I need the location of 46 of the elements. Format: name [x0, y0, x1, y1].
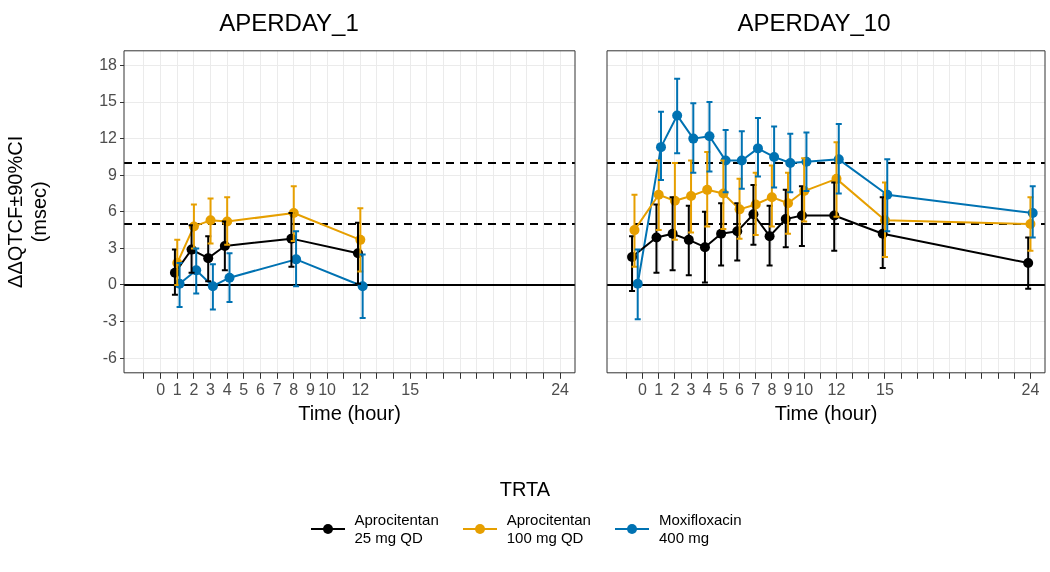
x-tick-label: 3	[206, 380, 216, 398]
x-tick-label: 9	[305, 380, 315, 398]
x-tick-label: 7	[272, 380, 282, 398]
x-tick-label: 12	[351, 380, 370, 398]
x-axis-title: Time (hour)	[298, 401, 401, 424]
y-tick-label: 0	[108, 275, 118, 293]
y-tick-label: -3	[102, 311, 118, 329]
y-tick-label: 6	[108, 202, 118, 220]
x-tick-label: 3	[686, 380, 696, 398]
legend-title: TRTA	[498, 478, 552, 501]
x-tick-label: 5	[718, 380, 728, 398]
x-tick-label: 10	[795, 380, 814, 398]
chart-title: APERDAY_1	[219, 9, 359, 37]
x-tick-label: 24	[551, 380, 570, 398]
y-axis-title: ΔΔQTCF±90%CI (msec)	[3, 135, 50, 288]
legend-label: Aprocitentan 25 mg QD	[354, 511, 439, 547]
x-tick-label: 2	[189, 380, 199, 398]
x-tick-label: 2	[670, 380, 680, 398]
x-tick-label: 5	[239, 380, 249, 398]
x-tick-label: 6	[256, 380, 266, 398]
x-tick-label: 0	[156, 380, 166, 398]
x-tick-label: 7	[751, 380, 761, 398]
x-tick-label: 9	[783, 380, 793, 398]
x-tick-label: 12	[827, 380, 846, 398]
x-tick-label: 15	[401, 380, 420, 398]
x-axis-title: Time (hour)	[774, 401, 878, 424]
x-tick-label: 10	[318, 380, 337, 398]
x-tick-label: 4	[702, 380, 712, 398]
x-tick-label: 8	[289, 380, 299, 398]
x-tick-label: 8	[767, 380, 777, 398]
y-tick-label: 12	[99, 129, 118, 147]
y-tick-label: 9	[108, 165, 118, 183]
x-tick-label: 4	[222, 380, 232, 398]
y-tick-label: 15	[99, 92, 118, 110]
y-tick-label: 18	[99, 55, 118, 73]
x-tick-label: 0	[638, 380, 648, 398]
legend-label: Aprocitentan 100 mg QD	[506, 511, 591, 547]
x-tick-label: 1	[172, 380, 182, 398]
chart-title: APERDAY_10	[737, 9, 891, 37]
x-tick-label: 24	[1021, 380, 1040, 398]
legend-label: Moxifloxacin 400 mg	[658, 511, 742, 547]
x-tick-label: 15	[876, 380, 894, 398]
y-tick-label: 3	[108, 238, 118, 256]
x-tick-label: 6	[735, 380, 745, 398]
x-tick-label: 1	[654, 380, 664, 398]
y-tick-label: -6	[102, 348, 118, 366]
